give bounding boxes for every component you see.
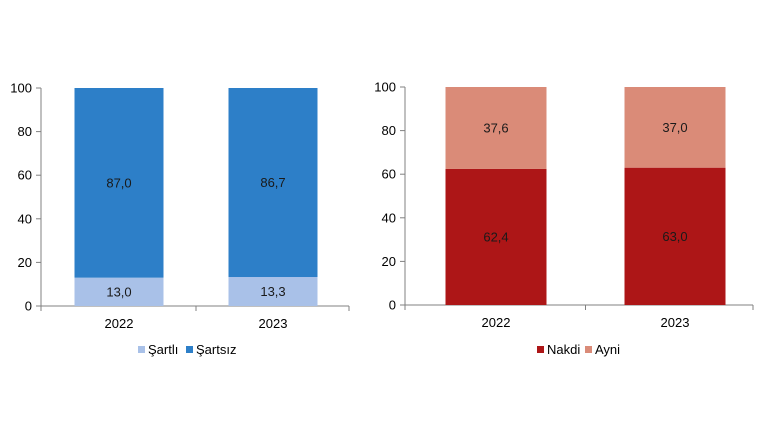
legend-swatch xyxy=(537,346,544,353)
legend-label: Nakdi xyxy=(547,342,580,357)
bar-segment-şartsız xyxy=(228,88,318,278)
bar-segment-şartlı xyxy=(228,277,318,306)
x-tick-label: 2023 xyxy=(259,316,288,331)
y-tick-label: 100 xyxy=(10,81,32,96)
y-tick-label: 40 xyxy=(18,211,32,226)
x-tick-label: 2023 xyxy=(661,315,690,330)
bar-segment-ayni xyxy=(624,87,726,168)
data-label: 63,0 xyxy=(662,229,687,244)
y-tick-label: 20 xyxy=(382,254,396,269)
data-label: 13,0 xyxy=(106,284,131,299)
legend-label: Ayni xyxy=(595,342,620,357)
legend-label: Şartlı xyxy=(148,342,178,357)
bar-segment-nakdi xyxy=(445,168,547,305)
data-label: 13,3 xyxy=(260,284,285,299)
data-label: 87,0 xyxy=(106,175,131,190)
x-tick-label: 2022 xyxy=(105,316,134,331)
data-label: 37,0 xyxy=(662,120,687,135)
legend-swatch xyxy=(186,346,193,353)
y-tick-label: 80 xyxy=(382,123,396,138)
data-label: 86,7 xyxy=(260,175,285,190)
y-tick-label: 20 xyxy=(18,255,32,270)
y-tick-label: 0 xyxy=(389,298,396,313)
bar-segment-şartlı xyxy=(74,277,164,306)
y-tick-label: 60 xyxy=(18,168,32,183)
legend-label: Şartsız xyxy=(196,342,236,357)
legend-swatch xyxy=(585,346,592,353)
y-tick-label: 100 xyxy=(374,80,396,95)
y-tick-label: 60 xyxy=(382,167,396,182)
bar-segment-ayni xyxy=(445,87,547,169)
bar-segment-nakdi xyxy=(624,167,726,305)
data-label: 37,6 xyxy=(483,120,508,135)
x-tick-label: 2022 xyxy=(482,315,511,330)
y-tick-label: 40 xyxy=(382,210,396,225)
y-tick-label: 80 xyxy=(18,124,32,139)
y-tick-label: 0 xyxy=(25,299,32,314)
data-label: 62,4 xyxy=(483,229,508,244)
bar-segment-şartsız xyxy=(74,88,164,278)
legend-swatch xyxy=(138,346,145,353)
